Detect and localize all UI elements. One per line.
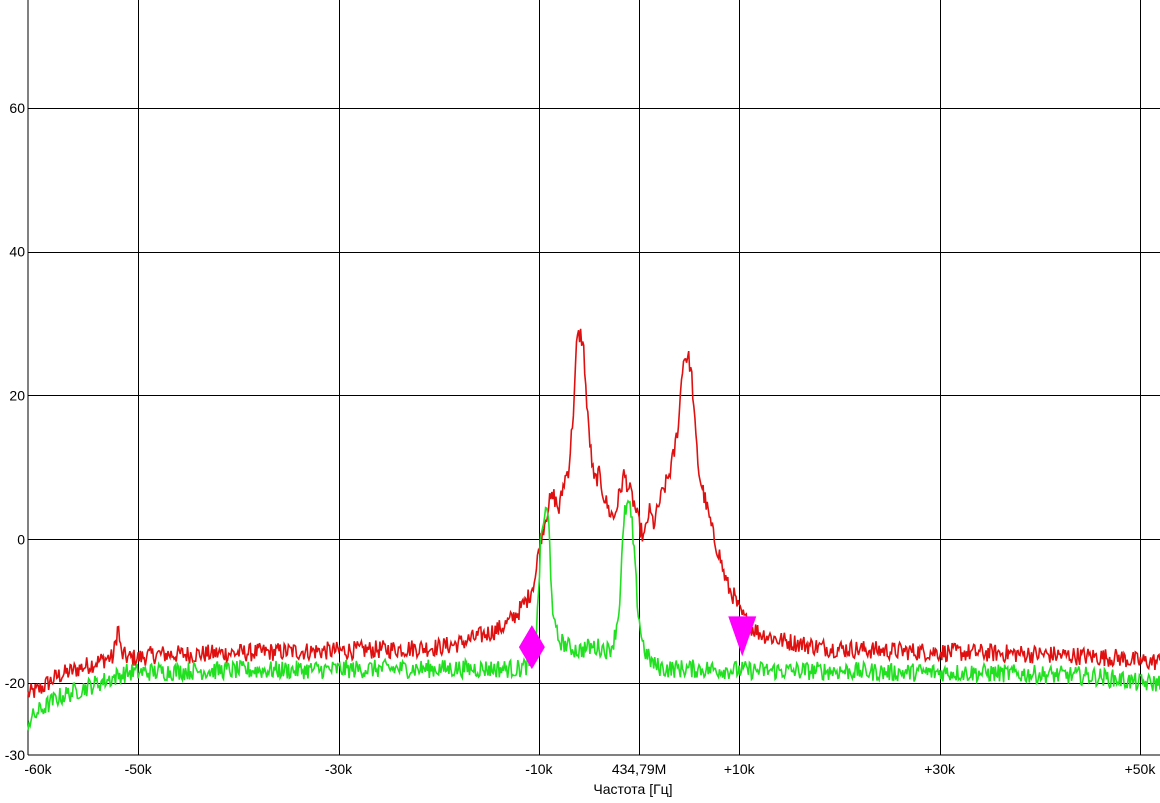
x-tick-label: -30k (325, 761, 353, 777)
x-axis-ticks: -60k -50k -30k -10k 434,79M +10k +30k +50k (24, 761, 1156, 777)
marker-triangle (728, 616, 757, 657)
y-tick-label: 20 (9, 387, 25, 403)
spectrum-traces (27, 328, 1160, 731)
y-tick-label: 0 (17, 531, 25, 547)
y-tick-label: 40 (9, 244, 25, 260)
x-tick-label: -50k (125, 761, 153, 777)
x-tick-label: 434,79M (612, 761, 666, 777)
frequency-markers (518, 616, 757, 670)
y-axis-ticks: 60 40 20 0 -20 -30 (5, 100, 25, 763)
x-tick-label: -60k (24, 761, 52, 777)
green-spectrum-trace (27, 499, 1160, 731)
grid-lines (27, 0, 1160, 756)
x-tick-label: +30k (924, 761, 956, 777)
x-axis-label: Частота [Гц] (593, 781, 672, 797)
y-tick-label: 60 (9, 100, 25, 116)
red-spectrum-trace (27, 328, 1160, 698)
y-tick-label: -30 (5, 747, 25, 763)
x-tick-label: +50k (1125, 761, 1157, 777)
y-tick-label: -20 (5, 675, 25, 691)
marker-diamond (518, 625, 545, 670)
x-tick-label: +10k (724, 761, 756, 777)
x-tick-label: -10k (525, 761, 553, 777)
